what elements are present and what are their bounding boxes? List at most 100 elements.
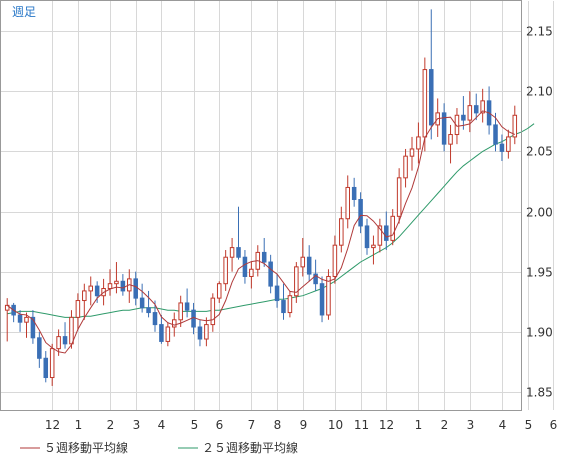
- candle-body: [210, 297, 216, 326]
- candle-body: [49, 348, 55, 379]
- candle-body: [345, 186, 351, 220]
- candle-body: [204, 324, 209, 340]
- candle-body: [171, 319, 177, 328]
- candle-body: [146, 307, 151, 314]
- y-tick-label: 2.05: [526, 145, 553, 159]
- candle-body: [242, 256, 248, 277]
- candle-body: [499, 143, 505, 152]
- candle-body: [191, 309, 196, 328]
- legend-ma5-label: ５週移動平均線: [44, 440, 128, 455]
- x-tick-label: 11: [354, 418, 369, 432]
- x-tick-label: 6: [216, 418, 224, 432]
- x-tick-label: 6: [550, 418, 558, 432]
- y-tick-label: 1.90: [526, 326, 553, 340]
- candle-body: [107, 283, 113, 290]
- candle-body: [332, 244, 338, 277]
- y-tick-label: 2.00: [526, 206, 553, 220]
- candles-layer: [4, 9, 518, 386]
- candle-body: [229, 247, 235, 258]
- candle-body: [30, 316, 36, 339]
- candle-body: [300, 256, 306, 268]
- candle-body: [159, 324, 164, 342]
- candle-body: [88, 285, 94, 292]
- x-axis: 1212345678910111212345678: [45, 418, 558, 432]
- candle-body: [184, 302, 190, 311]
- candle-body: [422, 69, 428, 138]
- candle-body: [441, 112, 447, 145]
- y-tick-label: 2.15: [526, 25, 553, 39]
- candle-body: [62, 336, 68, 345]
- x-tick-label: 1: [415, 418, 423, 432]
- candle-body: [249, 268, 254, 277]
- candle-body: [467, 105, 473, 121]
- candle-body: [236, 247, 241, 258]
- candle-body: [139, 297, 145, 309]
- y-tick-label: 1.85: [526, 386, 553, 400]
- candle-body: [17, 314, 23, 323]
- x-tick-label: 3: [133, 418, 141, 432]
- candle-body: [319, 283, 325, 316]
- x-tick-label: 3: [467, 418, 475, 432]
- y-axis: 1.85 1.90 1.95 2.00 2.05 2.10 2.15: [526, 25, 553, 400]
- x-tick-label: 2: [107, 418, 115, 432]
- candle-body: [274, 285, 280, 302]
- candle-body: [461, 114, 466, 121]
- candle-body: [364, 225, 370, 249]
- candle-body: [294, 266, 299, 297]
- candle-body: [428, 69, 434, 126]
- candle-body: [384, 225, 389, 241]
- candle-body: [69, 316, 74, 345]
- candle-body: [403, 155, 408, 179]
- candle-body: [268, 261, 273, 287]
- candle-body: [448, 134, 453, 145]
- x-tick-label: 1: [75, 418, 83, 432]
- candle-body: [223, 256, 228, 285]
- candle-body: [287, 295, 293, 314]
- candle-body: [43, 357, 49, 379]
- y-tick-label: 2.10: [526, 85, 553, 99]
- candle-body: [454, 114, 460, 136]
- candle-body: [75, 300, 81, 318]
- x-tick-label: 9: [300, 418, 308, 432]
- period-label: 週足: [12, 5, 36, 19]
- candle-body: [152, 312, 158, 326]
- x-tick-label: 8: [274, 418, 282, 432]
- x-tick-label: 12: [45, 418, 60, 432]
- candle-body: [178, 302, 183, 321]
- candle-body: [94, 285, 100, 297]
- ma25-layer: [7, 123, 535, 318]
- ma5-line: [6, 110, 516, 354]
- candle-body: [377, 225, 383, 246]
- x-tick-label: 5: [525, 418, 533, 432]
- plot-frame: [0, 0, 522, 411]
- candle-body: [82, 290, 87, 302]
- candle-body: [396, 177, 402, 217]
- candle-body: [351, 186, 357, 200]
- ma25-line: [7, 123, 535, 318]
- candle-body: [120, 280, 126, 292]
- candle-body: [261, 251, 267, 263]
- candle-body: [114, 280, 119, 285]
- candle-body: [473, 105, 479, 114]
- grid-lines: [1, 1, 554, 410]
- x-tick-label: 12: [379, 418, 394, 432]
- candle-body: [390, 215, 395, 241]
- candle-body: [416, 136, 421, 150]
- candle-body: [326, 275, 331, 316]
- candle-body: [165, 326, 171, 342]
- candle-body: [133, 278, 138, 299]
- candle-body: [281, 300, 286, 314]
- x-tick-label: 7: [248, 418, 256, 432]
- legend-ma25-label: ２５週移動平均線: [202, 440, 298, 455]
- candle-body: [306, 256, 312, 275]
- candle-body: [216, 283, 222, 299]
- candle-body: [313, 273, 318, 285]
- candle-body: [358, 198, 363, 227]
- candle-body: [339, 218, 344, 246]
- candle-body: [512, 114, 518, 138]
- candle-body: [371, 244, 376, 249]
- candle-body: [197, 326, 203, 340]
- x-tick-label: 4: [499, 418, 507, 432]
